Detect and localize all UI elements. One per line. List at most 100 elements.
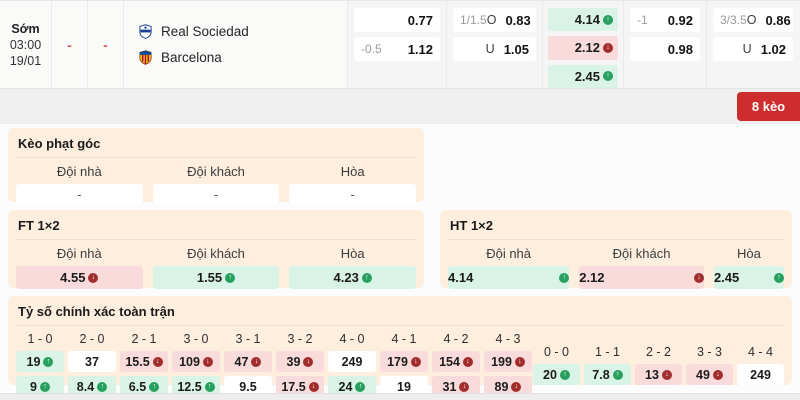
odds-value: 37 [85,354,99,369]
column-label: 4 - 0 [339,332,365,346]
odds-value: - [350,186,355,202]
match-odds-row: Sớm 03:00 19/01 - - Real Sociedad [0,0,800,89]
odds-value: 179 [387,354,408,369]
under-ft-row[interactable]: U 1.05 [453,37,536,61]
trend-down-icon: ↓ [603,42,613,53]
trend-up-icon: ↑ [603,71,613,82]
handicap-ht-row2[interactable]: 0.98 [630,37,700,61]
odds-value: 19 [397,379,411,394]
odds-cell[interactable]: 179 ↓ [380,351,428,372]
column-label: 4 - 1 [391,332,417,346]
odds-cell[interactable]: 2.45 ↑ [713,266,784,289]
exact-score-body: 1 - 0 2 - 0 2 - 1 3 - 0 3 - 1 3 - 2 4 - 0 4 - 1… [16,332,784,397]
bottom-divider-bar [0,393,800,400]
handicap-line: -0.5 [361,42,382,56]
trend-down-icon: ↓ [251,356,262,367]
ou-side: U [485,42,495,56]
odds-value: 4.14 [448,270,474,285]
odds-cell[interactable]: 4.14 ↑ [448,266,570,289]
odds-cell[interactable]: 4.14 ↑ [548,8,618,32]
odds-cell[interactable]: 17.5 ↓ [276,376,324,397]
ou-side: U [742,42,752,56]
odds-value: 2.45 [574,68,600,84]
odds-cell[interactable]: 13 ↓ [635,364,682,385]
odds-cell[interactable]: 154 ↓ [432,351,480,372]
trend-down-icon: ↓ [462,356,473,367]
odds-cell[interactable]: - [289,184,417,204]
ou-line: 1/1.5 [460,13,487,27]
teams-column: Real Sociedad Barcelona [124,1,348,88]
odds-cell[interactable]: 39 ↓ [276,351,324,372]
odds-cell[interactable]: 4.23 ↑ [289,266,417,289]
odds-cell[interactable]: 47 ↓ [224,351,272,372]
odds-value: 2.12 [579,270,605,285]
handicap-ft-row1[interactable]: 0.77 [354,8,440,32]
odds-value: - [213,186,219,202]
odds-cell[interactable]: 15.5 ↓ [120,351,168,372]
odds-value: 24 [338,379,353,394]
trend-up-icon: ↑ [225,272,236,283]
odds-cell[interactable]: 7.8 ↑ [584,364,631,385]
odds-cell[interactable]: 12.5 ↑ [172,376,220,397]
odds-value: 4.55 [60,270,86,285]
odds-value: 12.5 [177,379,202,394]
handicap-ft-row2[interactable]: -0.5 1.12 [354,37,440,61]
over-under-ht-column: 3/3.5 O 0.86 U 1.02 [707,1,799,88]
odds-cell[interactable]: 199 ↓ [484,351,532,372]
odds-cell[interactable]: 9 ↑ [16,376,64,397]
odds-cell[interactable]: 2.12 ↓ [548,36,618,60]
column-label: 2 - 1 [131,332,157,346]
ht-1x2-panel: HT 1×2 Đội nhà Đội khách Hòa 4.14 ↑ 2.12 ↓ 2.4… [440,210,792,289]
odds-cell[interactable]: 8.4 ↑ [68,376,116,397]
under-ht-row[interactable]: U 1.02 [713,37,793,61]
odds-cell[interactable]: 24 ↑ [328,376,376,397]
odds-cell[interactable]: 49 ↓ [686,364,733,385]
trend-down-icon: ↓ [410,356,421,367]
column-label: 3 - 2 [287,332,313,346]
odds-value: 17.5 [281,379,306,394]
odds-cell[interactable]: 6.5 ↑ [120,376,168,397]
odds-cell[interactable]: - [152,184,280,204]
over-ht-row[interactable]: 3/3.5 O 0.86 [713,8,793,32]
odds-cell[interactable]: 249 [328,351,376,372]
ou-line: 3/3.5 [720,13,747,27]
toolbar-band: 8 kèo [0,89,800,124]
column-label: Đội nhà [56,164,102,179]
odds-value: 39 [286,354,301,369]
odds-cell[interactable]: 37 [68,351,116,372]
odds-cell[interactable]: 31 ↓ [432,376,480,397]
odds-value: - [77,186,82,202]
handicap-ht-row1[interactable]: -1 0.92 [630,8,700,32]
corner-panel-title: Kèo phạt góc [16,136,416,158]
odds-cell[interactable]: 19 ↑ [16,351,64,372]
match-time-label: Sớm [11,21,40,36]
odds-cell[interactable]: 9.5 [224,376,272,397]
home-team-row[interactable]: Real Sociedad [138,24,347,39]
column-label: 3 - 1 [235,332,261,346]
odds-cell[interactable]: 20 ↑ [533,364,580,385]
odds-value: 31 [442,379,457,394]
odds-cell[interactable]: 4.55 ↓ [16,266,143,289]
column-label: Đội nhà [56,246,102,261]
odds-value: 9.5 [239,379,257,394]
over-ft-row[interactable]: 1/1.5 O 0.83 [453,8,536,32]
odds-cell[interactable]: 2.12 ↓ [579,266,704,289]
odds-cell[interactable]: 249 [737,364,784,385]
trend-up-icon: ↑ [149,381,160,392]
odds-cell[interactable]: 2.45 ↑ [548,64,618,88]
odds-cell[interactable]: 19 [380,376,428,397]
odds-value: 154 [439,354,460,369]
trend-up-icon: ↑ [603,14,613,25]
away-team-row[interactable]: Barcelona [138,50,347,65]
odds-cell[interactable]: 89 ↓ [484,376,532,397]
trend-up-icon: ↑ [612,369,623,380]
odds-cell[interactable]: 109 ↓ [172,351,220,372]
trend-up-icon: ↑ [43,356,54,367]
match-date: 19/01 [9,53,42,68]
odds-count-badge[interactable]: 8 kèo [737,92,800,121]
over-under-ft-column: 1/1.5 O 0.83 U 1.05 [447,1,543,88]
odds-cell[interactable]: - [16,184,143,204]
odds-cell[interactable]: 1.55 ↑ [152,266,280,289]
